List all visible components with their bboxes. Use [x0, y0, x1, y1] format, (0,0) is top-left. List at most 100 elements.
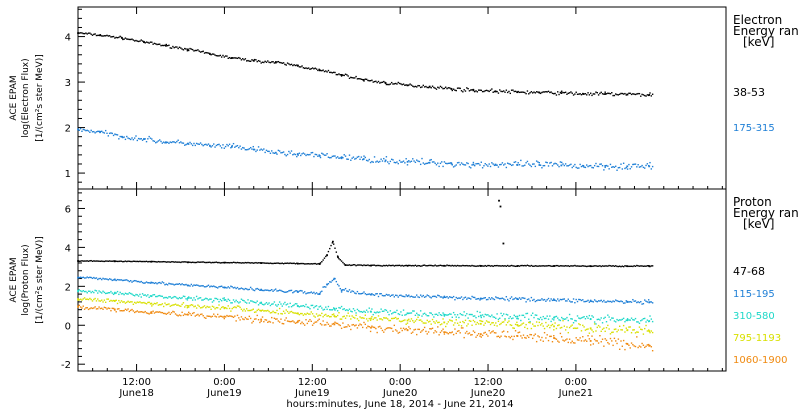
data-point: [567, 341, 569, 344]
data-point: [479, 89, 481, 91]
data-point: [427, 162, 430, 164]
data-point: [289, 64, 291, 66]
data-point: [347, 75, 349, 77]
data-point: [78, 289, 81, 291]
data-point: [560, 164, 563, 167]
data-point: [77, 276, 79, 279]
data-point: [126, 301, 128, 304]
data-point: [339, 74, 341, 76]
data-point: [159, 294, 161, 297]
data-point: [567, 165, 569, 167]
data-point: [384, 81, 386, 84]
data-point: [372, 161, 374, 163]
data-point: [86, 33, 88, 35]
data-point: [218, 261, 220, 264]
data-point: [111, 300, 113, 302]
data-point: [434, 322, 436, 324]
data-point: [235, 262, 237, 264]
data-point: [257, 308, 260, 311]
legend-entry: 47-68: [733, 265, 765, 278]
data-point: [172, 304, 174, 306]
data-point: [306, 67, 309, 70]
data-point: [642, 344, 645, 346]
data-point: [78, 260, 81, 262]
data-point: [601, 338, 604, 340]
data-point: [132, 280, 135, 282]
data-point: [282, 303, 285, 305]
data-point: [522, 297, 525, 299]
data-point: [429, 159, 431, 161]
data-point: [485, 333, 488, 336]
data-point: [645, 345, 647, 348]
data-point: [477, 89, 480, 91]
data-point: [161, 303, 164, 305]
data-point: [559, 332, 562, 335]
data-point: [97, 308, 99, 310]
data-point: [535, 160, 538, 162]
data-point: [630, 332, 633, 334]
data-point: [434, 313, 436, 316]
data-point: [508, 300, 510, 302]
data-point: [103, 291, 106, 294]
data-point: [327, 305, 330, 308]
data-point: [362, 79, 365, 81]
data-point: [205, 297, 207, 300]
data-point: [531, 163, 534, 165]
data-point: [600, 299, 602, 302]
data-point: [618, 319, 621, 321]
data-point: [271, 61, 273, 63]
y-axis-label-line: ACE EPAM: [9, 257, 19, 302]
data-point: [586, 265, 588, 268]
data-point: [506, 314, 509, 316]
data-point: [166, 284, 169, 286]
data-point: [525, 301, 527, 303]
data-point: [268, 302, 270, 304]
data-point: [188, 284, 190, 287]
data-point: [293, 262, 295, 264]
data-point: [385, 309, 388, 312]
data-point: [518, 297, 521, 299]
data-point: [99, 300, 102, 302]
data-point: [516, 321, 518, 324]
data-point: [272, 322, 274, 324]
data-point: [539, 324, 542, 326]
data-point: [155, 141, 157, 144]
data-point: [170, 297, 173, 299]
data-point: [649, 265, 651, 268]
data-point: [82, 128, 84, 131]
data-point: [269, 152, 272, 154]
data-point: [481, 265, 484, 267]
data-point: [576, 93, 579, 95]
data-point: [271, 316, 273, 319]
data-point: [82, 276, 84, 279]
data-point: [348, 308, 351, 310]
data-point: [350, 76, 352, 79]
data-point: [360, 310, 363, 313]
data-point: [508, 320, 510, 322]
data-point: [616, 169, 618, 171]
data-point: [433, 161, 435, 163]
data-point: [288, 306, 290, 308]
data-point: [651, 265, 654, 267]
data-point: [186, 261, 189, 264]
data-point: [263, 320, 265, 323]
data-point: [303, 291, 306, 293]
data-point: [298, 319, 301, 322]
data-point: [314, 305, 316, 308]
data-point: [164, 296, 166, 299]
data-point: [296, 64, 298, 66]
data-point: [584, 329, 587, 331]
data-point: [551, 318, 554, 320]
data-point: [625, 342, 627, 345]
data-point: [156, 283, 158, 285]
data-point: [474, 90, 476, 93]
data-point: [194, 315, 196, 317]
data-point: [380, 327, 382, 330]
data-point: [472, 265, 475, 267]
data-point: [174, 141, 177, 144]
data-point: [442, 165, 444, 168]
data-point: [646, 265, 649, 267]
data-point: [534, 265, 537, 267]
